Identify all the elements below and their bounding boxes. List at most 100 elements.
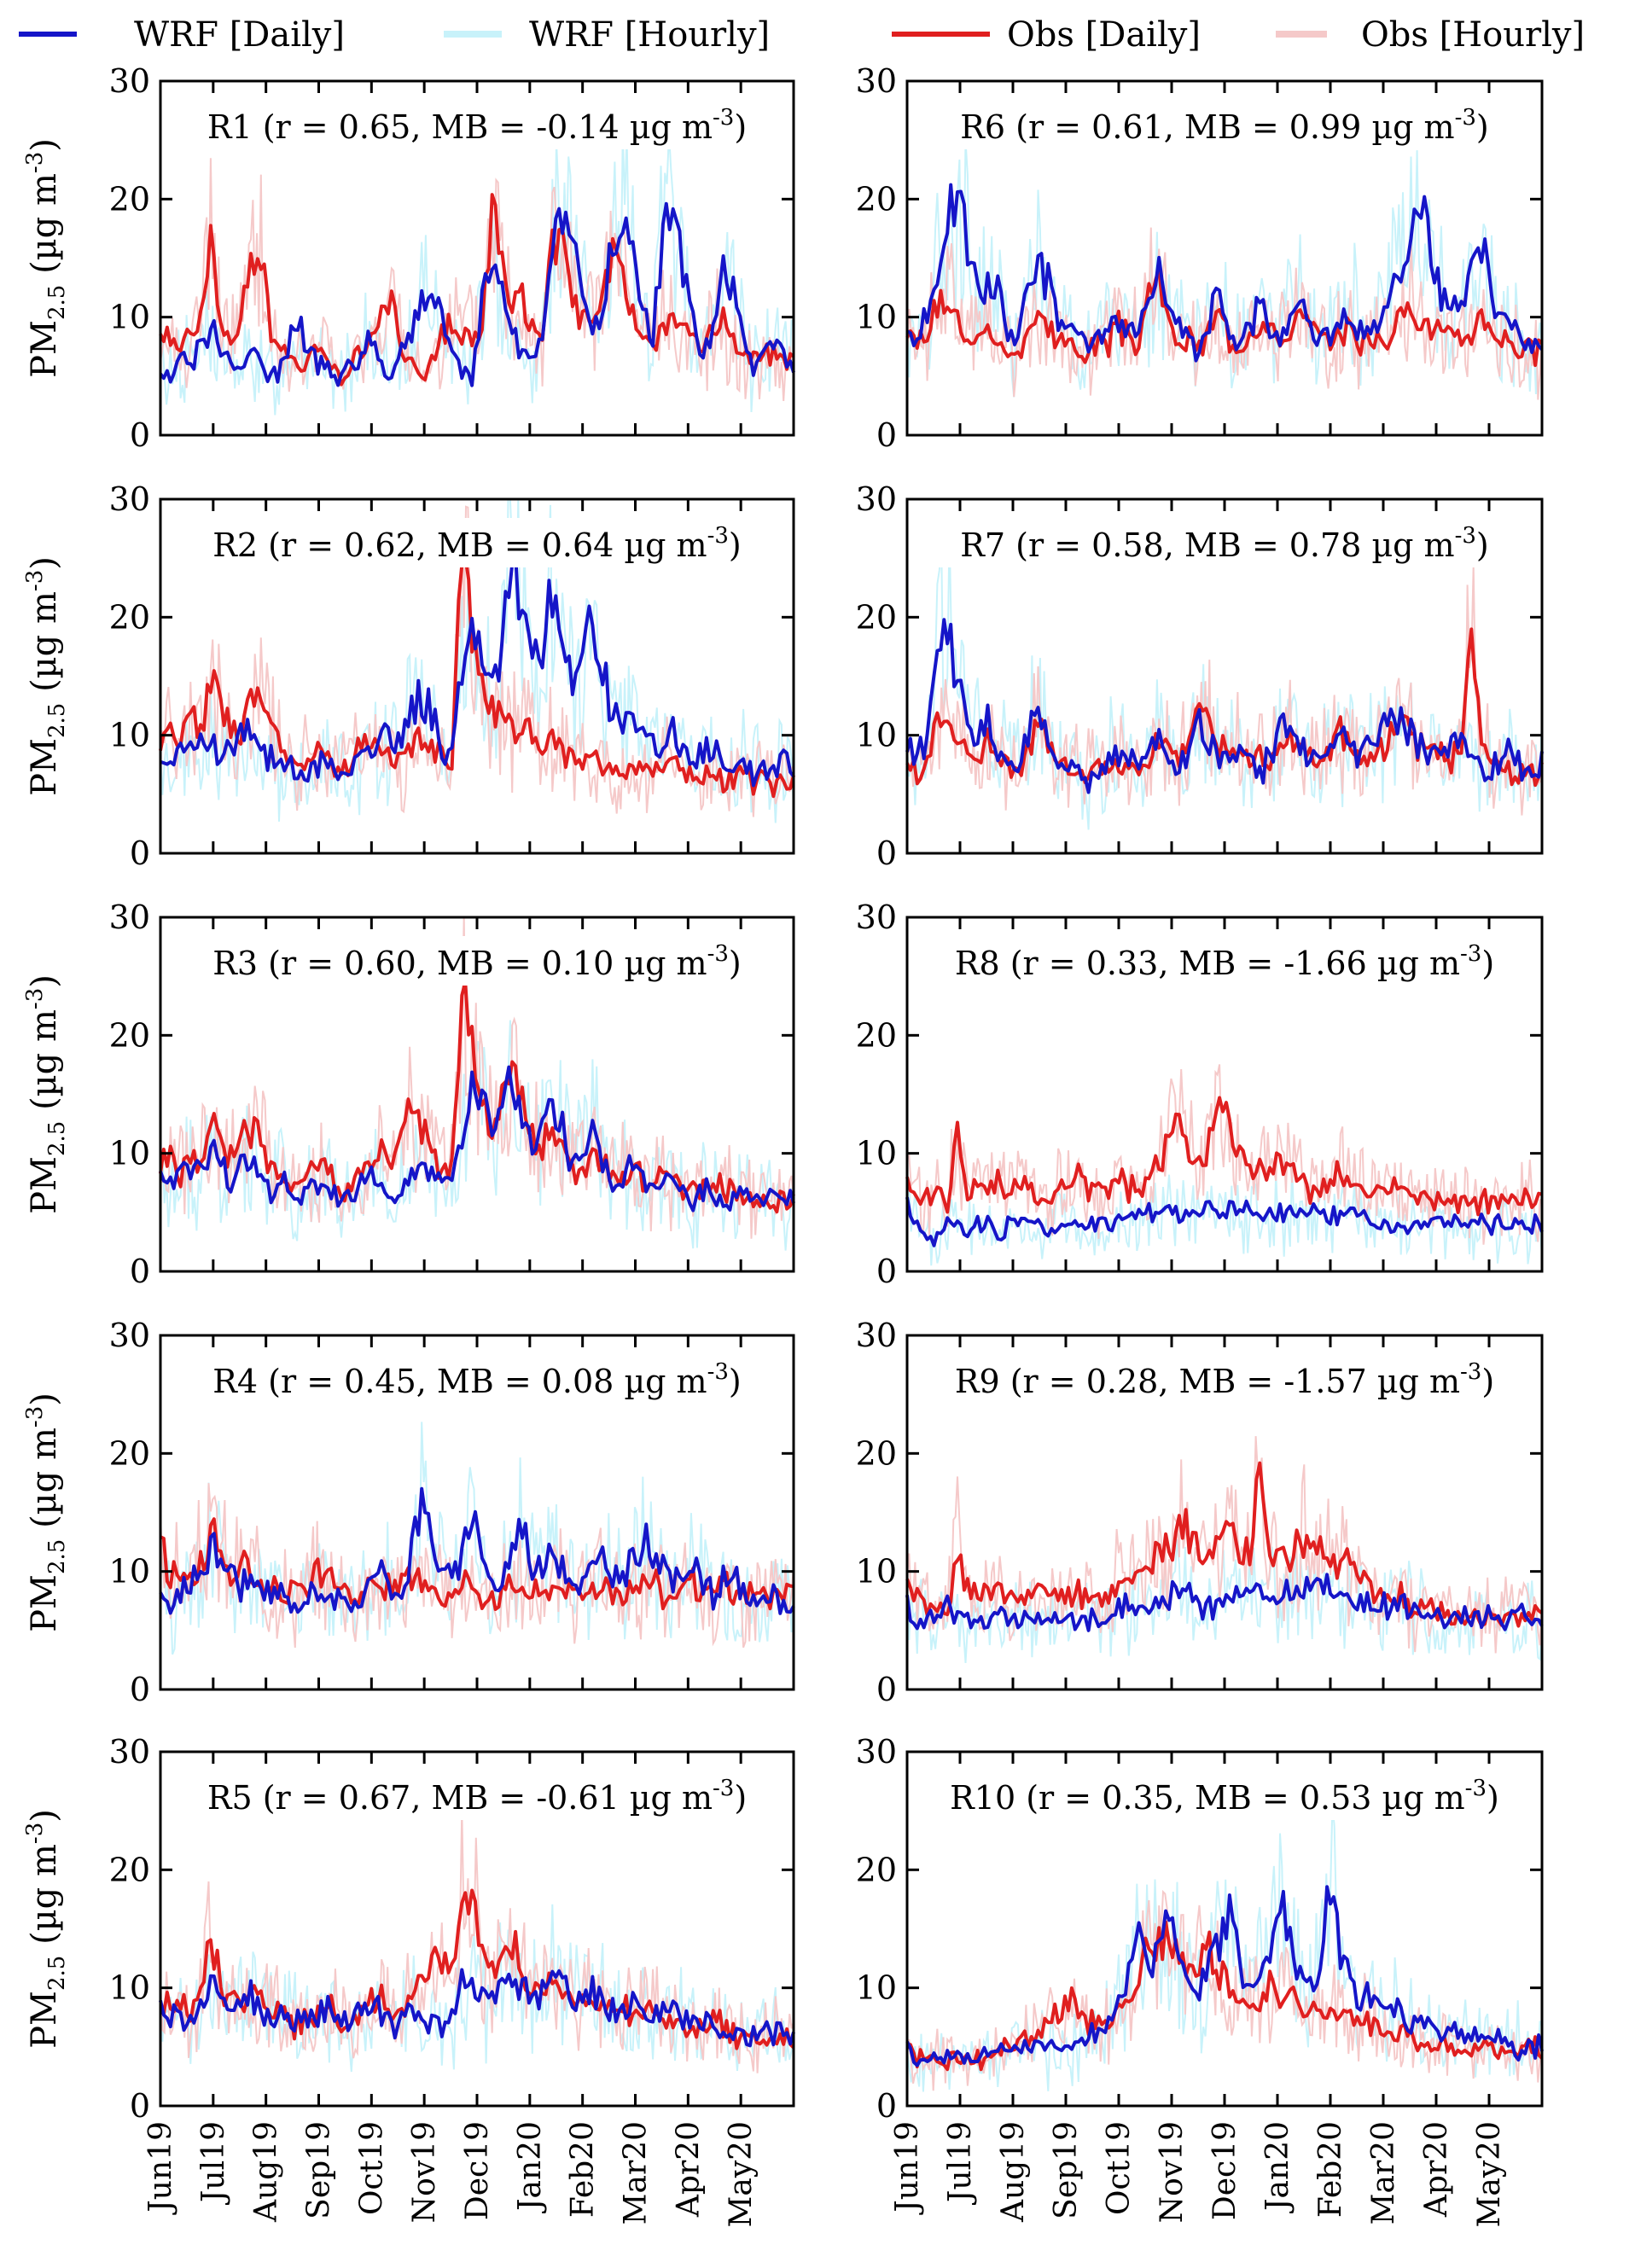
xtick-label: Feb20 <box>566 2121 601 2218</box>
panel-unit-exp: -3 <box>707 523 729 549</box>
panel-mb-label: , MB = <box>416 526 542 564</box>
panel-mb-label: , MB = <box>410 108 536 146</box>
xtick-label: Jul19 <box>943 2121 978 2206</box>
ytick-label: 10 <box>856 717 897 754</box>
xtick-label: Mar20 <box>619 2121 654 2224</box>
panel-r-label: (r = <box>258 526 344 564</box>
panel-r-label: (r = <box>253 1779 339 1817</box>
wrf-daily-line <box>159 1065 795 1213</box>
ylabel-unit: (µg m <box>25 1844 64 1956</box>
xtick-label: Jun19 <box>890 2121 925 2216</box>
ytick-label: 30 <box>856 898 897 936</box>
panel-r-label: (r = <box>1015 1779 1102 1817</box>
y-axis-label: PM2.5 (µg m-3) <box>22 556 70 796</box>
panel-r6: 0 10 20 30 R6 (r = 0.61, MB = 0.99 µg m-3) <box>856 62 1544 454</box>
panel-r7: 0 10 20 30 R7 (r = 0.58, MB = 0.78 µg m-3) <box>856 480 1544 872</box>
panel-title: R2 (r = 0.62, MB = 0.64 µg m-3) <box>212 523 741 564</box>
panel-r-value: 0.60 <box>344 945 416 982</box>
panel-unit-exp: -3 <box>1455 105 1476 131</box>
xtick-label: Feb20 <box>1313 2121 1348 2218</box>
panel-unit: µg m <box>614 526 707 564</box>
ytick-label: 10 <box>856 299 897 336</box>
panel-r-label: (r = <box>258 945 344 982</box>
panel-r-value: 0.28 <box>1086 1363 1159 1400</box>
panel-unit-exp: -3 <box>1465 1776 1487 1801</box>
xtick-label: Jun19 <box>143 2121 178 2216</box>
ytick-label: 0 <box>130 1253 150 1290</box>
ytick-label: 0 <box>130 416 150 454</box>
ylabel-close: ) <box>25 1393 64 1406</box>
panel-close: ) <box>1476 526 1489 564</box>
panel-title-bg <box>183 518 771 567</box>
xtick-label: Oct19 <box>354 2121 389 2215</box>
panel-mb-label: , MB = <box>416 1363 542 1400</box>
obs-hourly-line <box>906 1889 1543 2091</box>
ylabel-main: PM <box>25 1991 64 2049</box>
panel-r9: 0 10 20 30 R9 (r = 0.28, MB = -1.57 µg m-3) <box>856 1317 1544 1708</box>
panel-r-value: 0.33 <box>1086 945 1159 982</box>
ylabel-sub: 2.5 <box>44 1539 70 1574</box>
panel-region: R5 <box>207 1779 253 1817</box>
ylabel-main: PM <box>25 320 64 378</box>
ytick-label: 20 <box>109 598 150 636</box>
ytick-label: 10 <box>109 717 150 754</box>
panel-region: R4 <box>212 1363 258 1400</box>
ylabel-main: PM <box>25 738 64 796</box>
ytick-label: 0 <box>130 2087 150 2125</box>
panel-close: ) <box>1476 108 1489 146</box>
panel-mb-value: 0.64 <box>542 526 614 564</box>
panel-mb-value: 0.10 <box>542 945 614 982</box>
y-axis-label: PM2.5 (µg m-3) <box>22 1393 70 1632</box>
obs-hourly-line <box>160 1483 794 1649</box>
wrf-daily-line <box>905 1573 1544 1632</box>
panel-title: R4 (r = 0.45, MB = 0.08 µg m-3) <box>212 1359 741 1400</box>
ytick-label: 20 <box>856 598 897 636</box>
panel-mb-label: , MB = <box>1164 526 1289 564</box>
ytick-label: 20 <box>856 180 897 218</box>
ylabel-exp: -3 <box>22 570 48 591</box>
obs-daily-line <box>159 193 795 387</box>
legend-item: WRF [Daily] <box>19 15 345 55</box>
wrf-daily-line <box>906 183 1544 363</box>
legend-label: Obs [Hourly] <box>1361 15 1585 55</box>
xtick-label: Jul19 <box>196 2121 231 2206</box>
ytick-label: 30 <box>856 1317 897 1354</box>
panel-mb-value: 0.08 <box>542 1363 614 1400</box>
panel-mb-label: , MB = <box>1164 108 1289 146</box>
panel-title-bg <box>930 518 1519 567</box>
panel-title-bg <box>183 1771 771 1820</box>
ylabel-main: PM <box>25 1574 64 1632</box>
panel-r-value: 0.62 <box>344 526 416 564</box>
xtick-label: Jan20 <box>513 2121 548 2214</box>
panel-title: R5 (r = 0.67, MB = -0.61 µg m-3) <box>207 1776 747 1817</box>
legend: WRF [Daily] WRF [Hourly] Obs [Daily] Obs [H… <box>19 15 1585 55</box>
xtick-label: May20 <box>1472 2121 1507 2227</box>
panel-unit: µg m <box>1367 1363 1460 1400</box>
wrf-daily-line <box>905 1885 1544 2067</box>
ytick-label: 30 <box>856 62 897 100</box>
panel-r-value: 0.58 <box>1091 526 1164 564</box>
panel-r-value: 0.35 <box>1102 1779 1174 1817</box>
panel-unit: µg m <box>1361 526 1454 564</box>
ylabel-unit: (µg m <box>25 591 64 703</box>
obs-daily-line <box>905 1461 1544 1628</box>
ylabel-close: ) <box>25 974 64 988</box>
ytick-label: 10 <box>109 1553 150 1591</box>
ylabel-sub: 2.5 <box>44 285 70 320</box>
panel-unit-exp: -3 <box>713 1776 734 1801</box>
obs-daily-line <box>905 1096 1543 1217</box>
ylabel-exp: -3 <box>22 152 48 173</box>
xtick-label: Aug19 <box>996 2121 1031 2223</box>
obs-daily-line <box>159 555 795 799</box>
panel-title: R6 (r = 0.61, MB = 0.99 µg m-3) <box>960 105 1488 146</box>
panel-title: R8 (r = 0.33, MB = -1.66 µg m-3) <box>955 941 1494 982</box>
panel-title-bg <box>930 936 1519 986</box>
legend-item: Obs [Daily] <box>892 15 1201 55</box>
panel-unit: µg m <box>1361 108 1454 146</box>
panel-r-label: (r = <box>1005 108 1091 146</box>
panel-close: ) <box>734 1779 747 1817</box>
panel-r-value: 0.45 <box>344 1363 416 1400</box>
xtick-label: Mar20 <box>1366 2121 1401 2224</box>
